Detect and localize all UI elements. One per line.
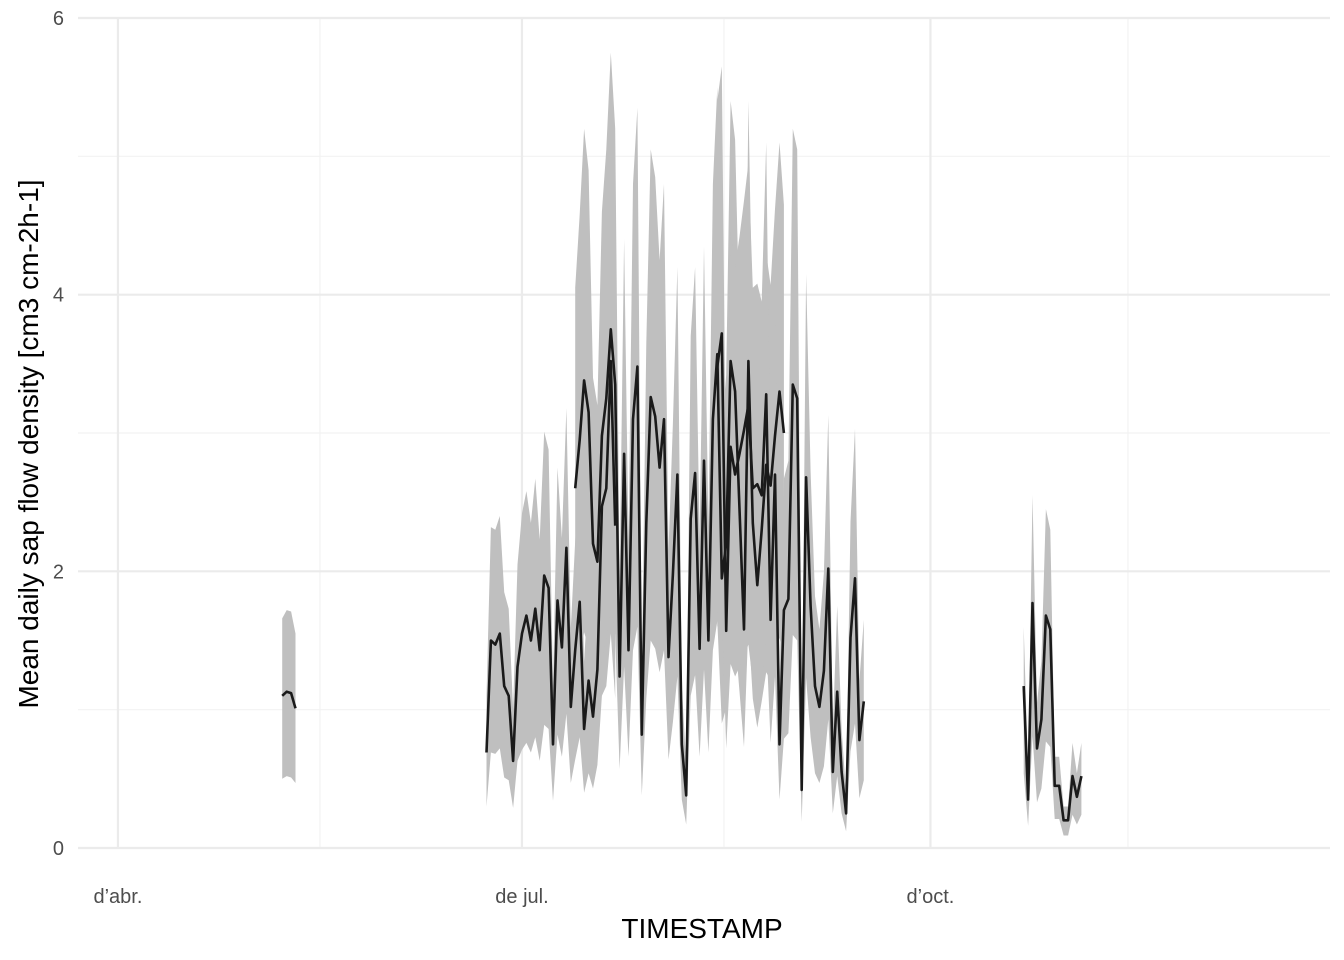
mean-lines: [281, 327, 1083, 822]
confidence-ribbon: [282, 610, 296, 783]
y-tick-label: 0: [53, 838, 64, 860]
x-tick-label: d’oct.: [907, 886, 955, 908]
y-axis-title: Mean daily sap flow density [cm3 cm-2h-1…: [13, 179, 44, 708]
x-tick-label: de jul.: [495, 886, 548, 908]
mean-line-segment: [716, 332, 866, 815]
y-axis-ticks: 0 2 4 6: [53, 8, 64, 860]
x-axis-ticks: d’abr. de jul. d’oct.: [93, 886, 954, 908]
y-tick-label: 4: [53, 285, 64, 307]
y-tick-label: 6: [53, 8, 64, 30]
mean-line-segment: [573, 327, 786, 797]
x-axis-title: TIMESTAMP: [621, 913, 782, 944]
mean-line-segment: [281, 690, 297, 709]
x-tick-label: d’abr.: [93, 886, 142, 908]
mean-line-segment: [485, 359, 617, 763]
mean-line-segment: [1022, 601, 1083, 822]
y-tick-label: 2: [53, 561, 64, 583]
